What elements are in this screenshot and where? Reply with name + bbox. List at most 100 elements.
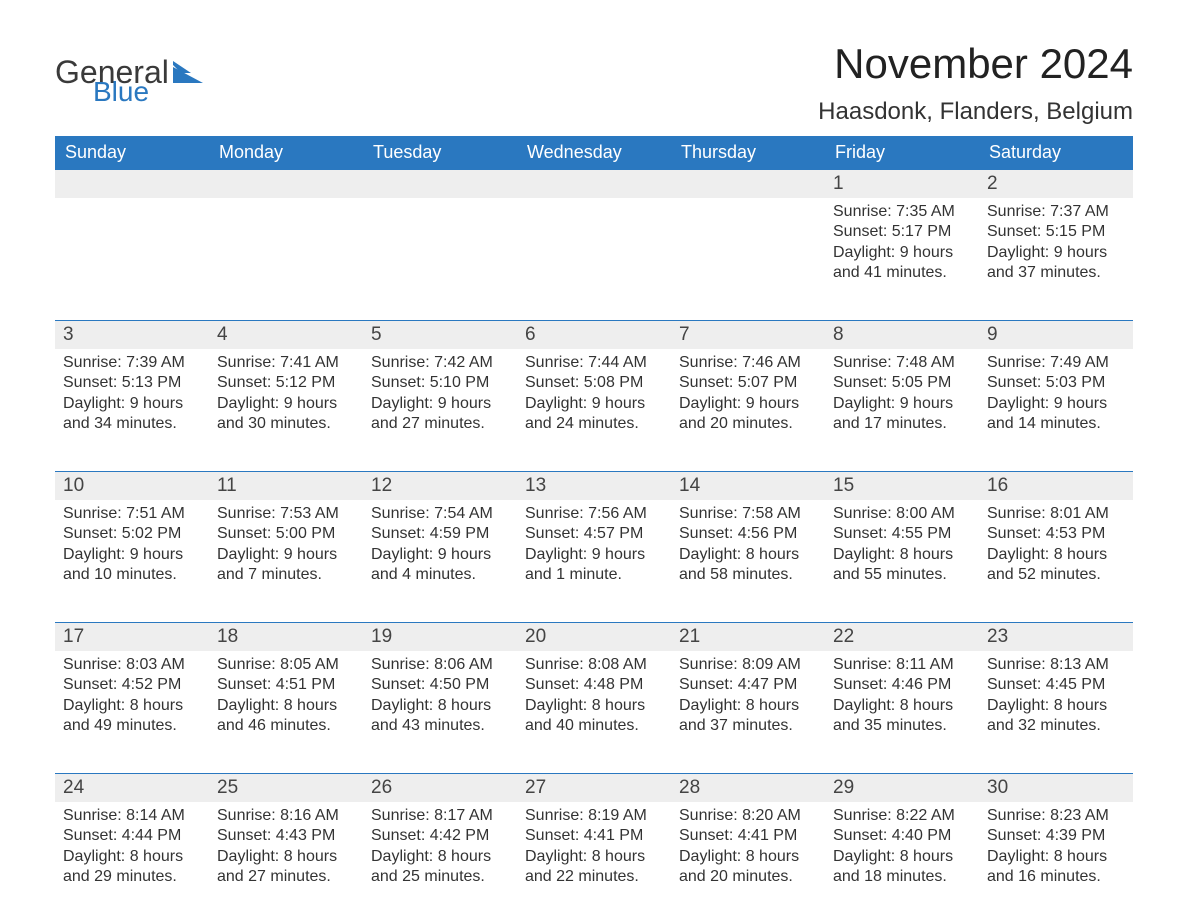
daylight-text-2: and 34 minutes. xyxy=(63,414,201,434)
sunrise-text: Sunrise: 8:11 AM xyxy=(833,655,971,675)
sunset-text: Sunset: 5:03 PM xyxy=(987,373,1125,393)
week-data-row: Sunrise: 7:51 AMSunset: 5:02 PMDaylight:… xyxy=(55,500,1133,600)
sunset-text: Sunset: 4:57 PM xyxy=(525,524,663,544)
day-number: 9 xyxy=(979,321,1133,349)
day-number: 26 xyxy=(363,774,517,802)
sunrise-text: Sunrise: 7:56 AM xyxy=(525,504,663,524)
daylight-text-1: Daylight: 8 hours xyxy=(987,545,1125,565)
week-daynum-row: 12 xyxy=(55,169,1133,198)
sunrise-text: Sunrise: 7:35 AM xyxy=(833,202,971,222)
day-number: 14 xyxy=(671,472,825,500)
sunset-text: Sunset: 4:39 PM xyxy=(987,826,1125,846)
sunset-text: Sunset: 4:41 PM xyxy=(525,826,663,846)
day-number: 12 xyxy=(363,472,517,500)
week-data-row: Sunrise: 8:03 AMSunset: 4:52 PMDaylight:… xyxy=(55,651,1133,751)
daylight-text-2: and 20 minutes. xyxy=(679,414,817,434)
day-number: 1 xyxy=(825,170,979,198)
week-daynum-row: 3456789 xyxy=(55,320,1133,349)
sunset-text: Sunset: 5:15 PM xyxy=(987,222,1125,242)
daylight-text-2: and 22 minutes. xyxy=(525,867,663,887)
day-cell: Sunrise: 7:37 AMSunset: 5:15 PMDaylight:… xyxy=(979,198,1133,298)
sunset-text: Sunset: 4:55 PM xyxy=(833,524,971,544)
week-data-row: Sunrise: 7:35 AMSunset: 5:17 PM Daylight:… xyxy=(55,198,1133,298)
day-cell: Sunrise: 8:13 AMSunset: 4:45 PMDaylight:… xyxy=(979,651,1133,751)
daylight-text-1: Daylight: 8 hours xyxy=(525,847,663,867)
sunrise-text: Sunrise: 8:01 AM xyxy=(987,504,1125,524)
day-cell: Sunrise: 8:20 AMSunset: 4:41 PMDaylight:… xyxy=(671,802,825,902)
sunrise-text: Sunrise: 7:54 AM xyxy=(371,504,509,524)
day-cell: Sunrise: 8:09 AMSunset: 4:47 PMDaylight:… xyxy=(671,651,825,751)
daylight-text-1: Daylight: 8 hours xyxy=(371,696,509,716)
week-daynum-row: 10111213141516 xyxy=(55,471,1133,500)
sunrise-text: Sunrise: 7:46 AM xyxy=(679,353,817,373)
sunrise-text: Sunrise: 8:16 AM xyxy=(217,806,355,826)
sunset-text: Sunset: 5:17 PM xyxy=(833,222,971,242)
day-header: Friday xyxy=(825,136,979,169)
week-data-row: Sunrise: 8:14 AMSunset: 4:44 PMDaylight:… xyxy=(55,802,1133,902)
daylight-text-2: and 37 minutes. xyxy=(987,263,1125,283)
week-data-row: Sunrise: 7:39 AMSunset: 5:13 PMDaylight:… xyxy=(55,349,1133,449)
day-cell: Sunrise: 8:19 AMSunset: 4:41 PMDaylight:… xyxy=(517,802,671,902)
daylight-text-2: and 25 minutes. xyxy=(371,867,509,887)
day-number: 13 xyxy=(517,472,671,500)
daylight-text-2: and 40 minutes. xyxy=(525,716,663,736)
day-cell: Sunrise: 8:11 AMSunset: 4:46 PMDaylight:… xyxy=(825,651,979,751)
day-number xyxy=(671,170,825,198)
sunset-text: Sunset: 4:47 PM xyxy=(679,675,817,695)
sunrise-text: Sunrise: 8:00 AM xyxy=(833,504,971,524)
sunrise-text: Sunrise: 7:42 AM xyxy=(371,353,509,373)
sunset-text: Sunset: 4:50 PM xyxy=(371,675,509,695)
day-cell xyxy=(517,198,671,298)
daylight-text-1: Daylight: 8 hours xyxy=(679,847,817,867)
daylight-text-1: Daylight: 9 hours xyxy=(987,243,1125,263)
day-number: 28 xyxy=(671,774,825,802)
sunset-text: Sunset: 4:42 PM xyxy=(371,826,509,846)
day-header: Wednesday xyxy=(517,136,671,169)
sunset-text: Sunset: 4:41 PM xyxy=(679,826,817,846)
daylight-text-2: and 20 minutes. xyxy=(679,867,817,887)
daylight-text-2: and 43 minutes. xyxy=(371,716,509,736)
calendar: SundayMondayTuesdayWednesdayThursdayFrid… xyxy=(55,136,1133,902)
sunrise-text: Sunrise: 8:23 AM xyxy=(987,806,1125,826)
sunset-text: Sunset: 5:12 PM xyxy=(217,373,355,393)
day-cell: Sunrise: 8:01 AMSunset: 4:53 PMDaylight:… xyxy=(979,500,1133,600)
day-number: 16 xyxy=(979,472,1133,500)
day-cell: Sunrise: 7:54 AMSunset: 4:59 PMDaylight:… xyxy=(363,500,517,600)
day-cell: Sunrise: 7:51 AMSunset: 5:02 PMDaylight:… xyxy=(55,500,209,600)
logo-word2: Blue xyxy=(93,79,203,104)
sunrise-text: Sunrise: 8:03 AM xyxy=(63,655,201,675)
daylight-text-1: Daylight: 8 hours xyxy=(833,545,971,565)
daylight-text-2: and 27 minutes. xyxy=(217,867,355,887)
day-number: 6 xyxy=(517,321,671,349)
sunset-text: Sunset: 5:05 PM xyxy=(833,373,971,393)
daylight-text-2: and 41 minutes. xyxy=(833,263,971,283)
daylight-text-2: and 17 minutes. xyxy=(833,414,971,434)
title-block: November 2024 Haasdonk, Flanders, Belgiu… xyxy=(818,40,1133,126)
day-cell: Sunrise: 7:41 AMSunset: 5:12 PMDaylight:… xyxy=(209,349,363,449)
sunset-text: Sunset: 5:07 PM xyxy=(679,373,817,393)
daylight-text-1: Daylight: 9 hours xyxy=(679,394,817,414)
daylight-text-2: and 32 minutes. xyxy=(987,716,1125,736)
daylight-text-1: Daylight: 9 hours xyxy=(63,545,201,565)
daylight-text-1: Daylight: 8 hours xyxy=(679,545,817,565)
sunrise-text: Sunrise: 7:51 AM xyxy=(63,504,201,524)
day-header: Tuesday xyxy=(363,136,517,169)
daylight-text-1: Daylight: 8 hours xyxy=(217,847,355,867)
day-cell: Sunrise: 7:49 AMSunset: 5:03 PMDaylight:… xyxy=(979,349,1133,449)
day-number: 5 xyxy=(363,321,517,349)
day-cell: Sunrise: 7:39 AMSunset: 5:13 PMDaylight:… xyxy=(55,349,209,449)
sunrise-text: Sunrise: 7:39 AM xyxy=(63,353,201,373)
location-subtitle: Haasdonk, Flanders, Belgium xyxy=(818,98,1133,126)
daylight-text-1: Daylight: 9 hours xyxy=(833,394,971,414)
day-cell: Sunrise: 7:44 AMSunset: 5:08 PMDaylight:… xyxy=(517,349,671,449)
day-number: 19 xyxy=(363,623,517,651)
sunset-text: Sunset: 5:10 PM xyxy=(371,373,509,393)
day-number: 20 xyxy=(517,623,671,651)
day-cell: Sunrise: 8:23 AMSunset: 4:39 PMDaylight:… xyxy=(979,802,1133,902)
day-cell: Sunrise: 7:48 AMSunset: 5:05 PMDaylight:… xyxy=(825,349,979,449)
daylight-text-2: and 49 minutes. xyxy=(63,716,201,736)
day-cell xyxy=(209,198,363,298)
daylight-text-2: and 7 minutes. xyxy=(217,565,355,585)
day-number: 4 xyxy=(209,321,363,349)
day-header: Monday xyxy=(209,136,363,169)
